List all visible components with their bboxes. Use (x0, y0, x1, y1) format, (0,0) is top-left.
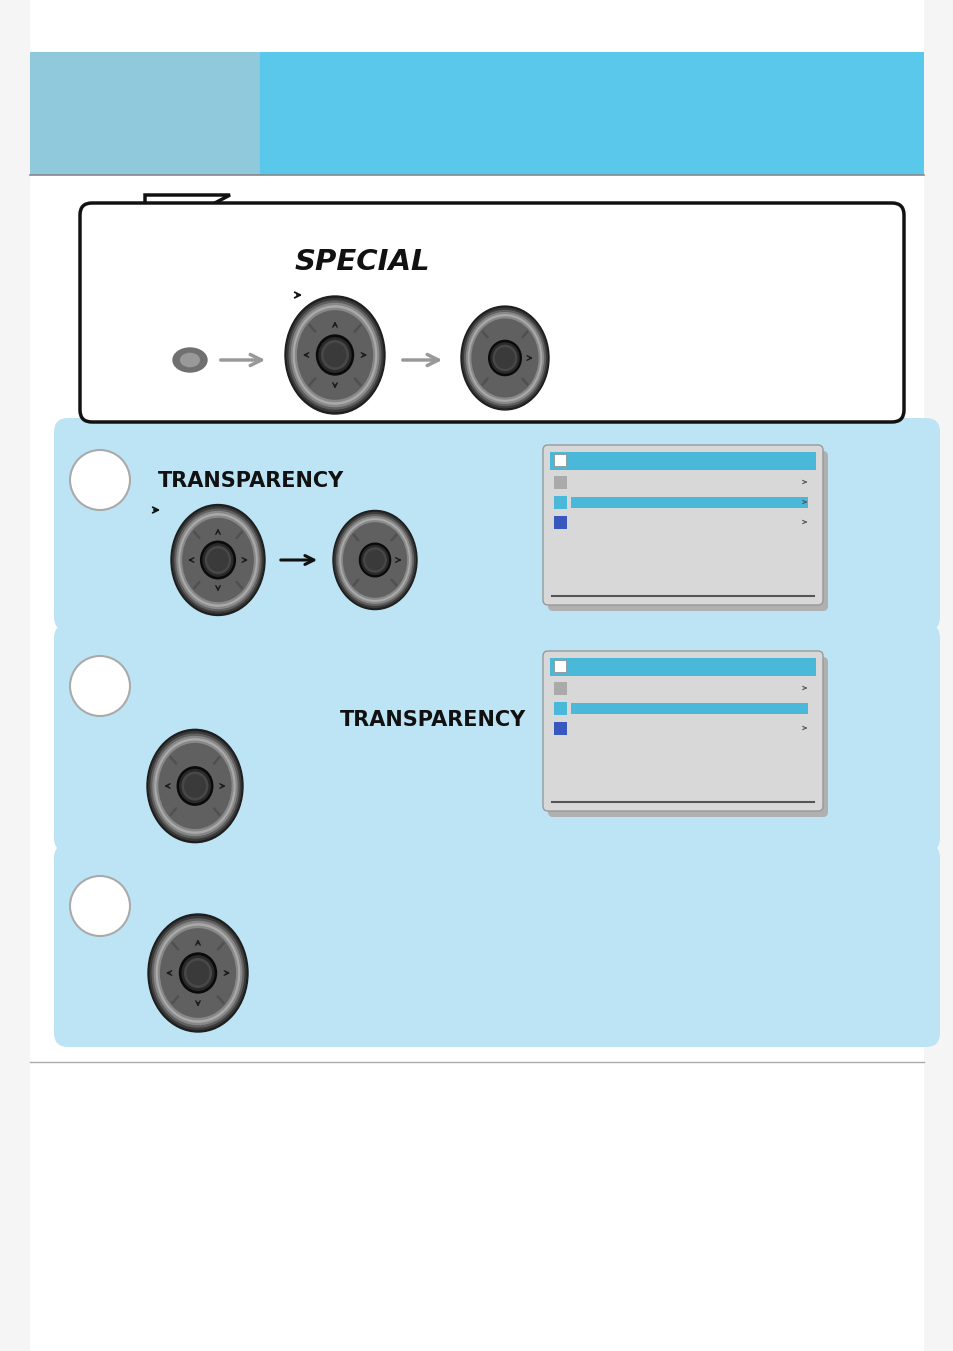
Ellipse shape (171, 504, 265, 616)
Ellipse shape (156, 924, 239, 1023)
FancyBboxPatch shape (54, 417, 939, 631)
Bar (30, 51, 260, 176)
Bar (554, 496, 566, 509)
Ellipse shape (316, 335, 354, 376)
Ellipse shape (285, 296, 385, 413)
FancyBboxPatch shape (542, 651, 822, 811)
Bar (554, 721, 566, 735)
Ellipse shape (289, 301, 380, 409)
Text: TRANSPARENCY: TRANSPARENCY (339, 711, 526, 730)
Ellipse shape (335, 512, 415, 608)
Ellipse shape (179, 770, 210, 802)
Ellipse shape (291, 304, 378, 407)
Ellipse shape (493, 346, 517, 370)
Bar (550, 453, 815, 470)
Ellipse shape (181, 516, 254, 604)
Bar (30, 51, 923, 176)
Ellipse shape (185, 775, 205, 797)
Circle shape (70, 875, 130, 936)
Ellipse shape (172, 349, 207, 372)
Ellipse shape (466, 312, 543, 404)
FancyBboxPatch shape (542, 444, 822, 605)
Ellipse shape (176, 512, 259, 608)
Ellipse shape (172, 507, 263, 613)
Ellipse shape (460, 307, 548, 409)
FancyBboxPatch shape (547, 657, 827, 817)
Ellipse shape (182, 773, 208, 800)
Bar (571, 703, 807, 713)
Circle shape (70, 450, 130, 509)
Bar (554, 454, 565, 466)
Ellipse shape (159, 743, 231, 828)
Ellipse shape (324, 343, 345, 366)
Text: TRANSPARENCY: TRANSPARENCY (158, 471, 344, 490)
Ellipse shape (468, 315, 541, 401)
Ellipse shape (157, 742, 233, 831)
Ellipse shape (150, 916, 246, 1029)
Bar (554, 661, 565, 671)
Ellipse shape (287, 299, 382, 412)
Circle shape (70, 657, 130, 716)
Ellipse shape (366, 550, 384, 570)
FancyBboxPatch shape (54, 844, 939, 1047)
Ellipse shape (179, 513, 257, 607)
Ellipse shape (179, 952, 216, 993)
Ellipse shape (208, 549, 228, 571)
Bar (571, 497, 807, 508)
Ellipse shape (321, 340, 348, 369)
Ellipse shape (294, 305, 376, 404)
Ellipse shape (180, 354, 199, 366)
Ellipse shape (200, 542, 235, 578)
Ellipse shape (333, 511, 416, 609)
Ellipse shape (147, 730, 243, 843)
Ellipse shape (205, 546, 231, 574)
Bar (554, 516, 566, 530)
Ellipse shape (341, 521, 408, 598)
Ellipse shape (174, 509, 261, 611)
Bar (554, 476, 566, 489)
Ellipse shape (154, 921, 241, 1024)
Bar (571, 703, 807, 713)
Ellipse shape (148, 915, 248, 1032)
Ellipse shape (177, 767, 213, 805)
Ellipse shape (363, 549, 386, 571)
Ellipse shape (158, 927, 237, 1020)
Ellipse shape (152, 919, 244, 1027)
Ellipse shape (359, 543, 390, 577)
Ellipse shape (297, 311, 372, 399)
Ellipse shape (336, 515, 413, 605)
FancyBboxPatch shape (54, 624, 939, 852)
Bar (554, 682, 566, 694)
Ellipse shape (318, 338, 351, 372)
Ellipse shape (470, 317, 539, 399)
Ellipse shape (462, 308, 547, 408)
Ellipse shape (339, 519, 410, 601)
Ellipse shape (488, 340, 520, 376)
Ellipse shape (343, 523, 406, 597)
Ellipse shape (182, 955, 213, 990)
Ellipse shape (472, 319, 537, 397)
Ellipse shape (187, 962, 209, 985)
Ellipse shape (185, 959, 212, 988)
FancyBboxPatch shape (547, 451, 827, 611)
Ellipse shape (183, 519, 253, 601)
Ellipse shape (464, 311, 545, 405)
Ellipse shape (361, 546, 388, 574)
Ellipse shape (338, 516, 412, 604)
Ellipse shape (203, 544, 233, 576)
Text: SPECIAL: SPECIAL (294, 249, 430, 276)
FancyBboxPatch shape (80, 203, 903, 422)
Ellipse shape (152, 736, 236, 835)
Ellipse shape (160, 929, 235, 1017)
Bar (550, 658, 815, 676)
Ellipse shape (151, 734, 238, 838)
Ellipse shape (491, 343, 518, 373)
Ellipse shape (295, 308, 375, 401)
Polygon shape (145, 195, 230, 240)
Bar (550, 658, 815, 676)
Ellipse shape (149, 732, 241, 840)
Ellipse shape (495, 347, 514, 369)
Ellipse shape (155, 739, 234, 834)
Bar (554, 703, 566, 715)
